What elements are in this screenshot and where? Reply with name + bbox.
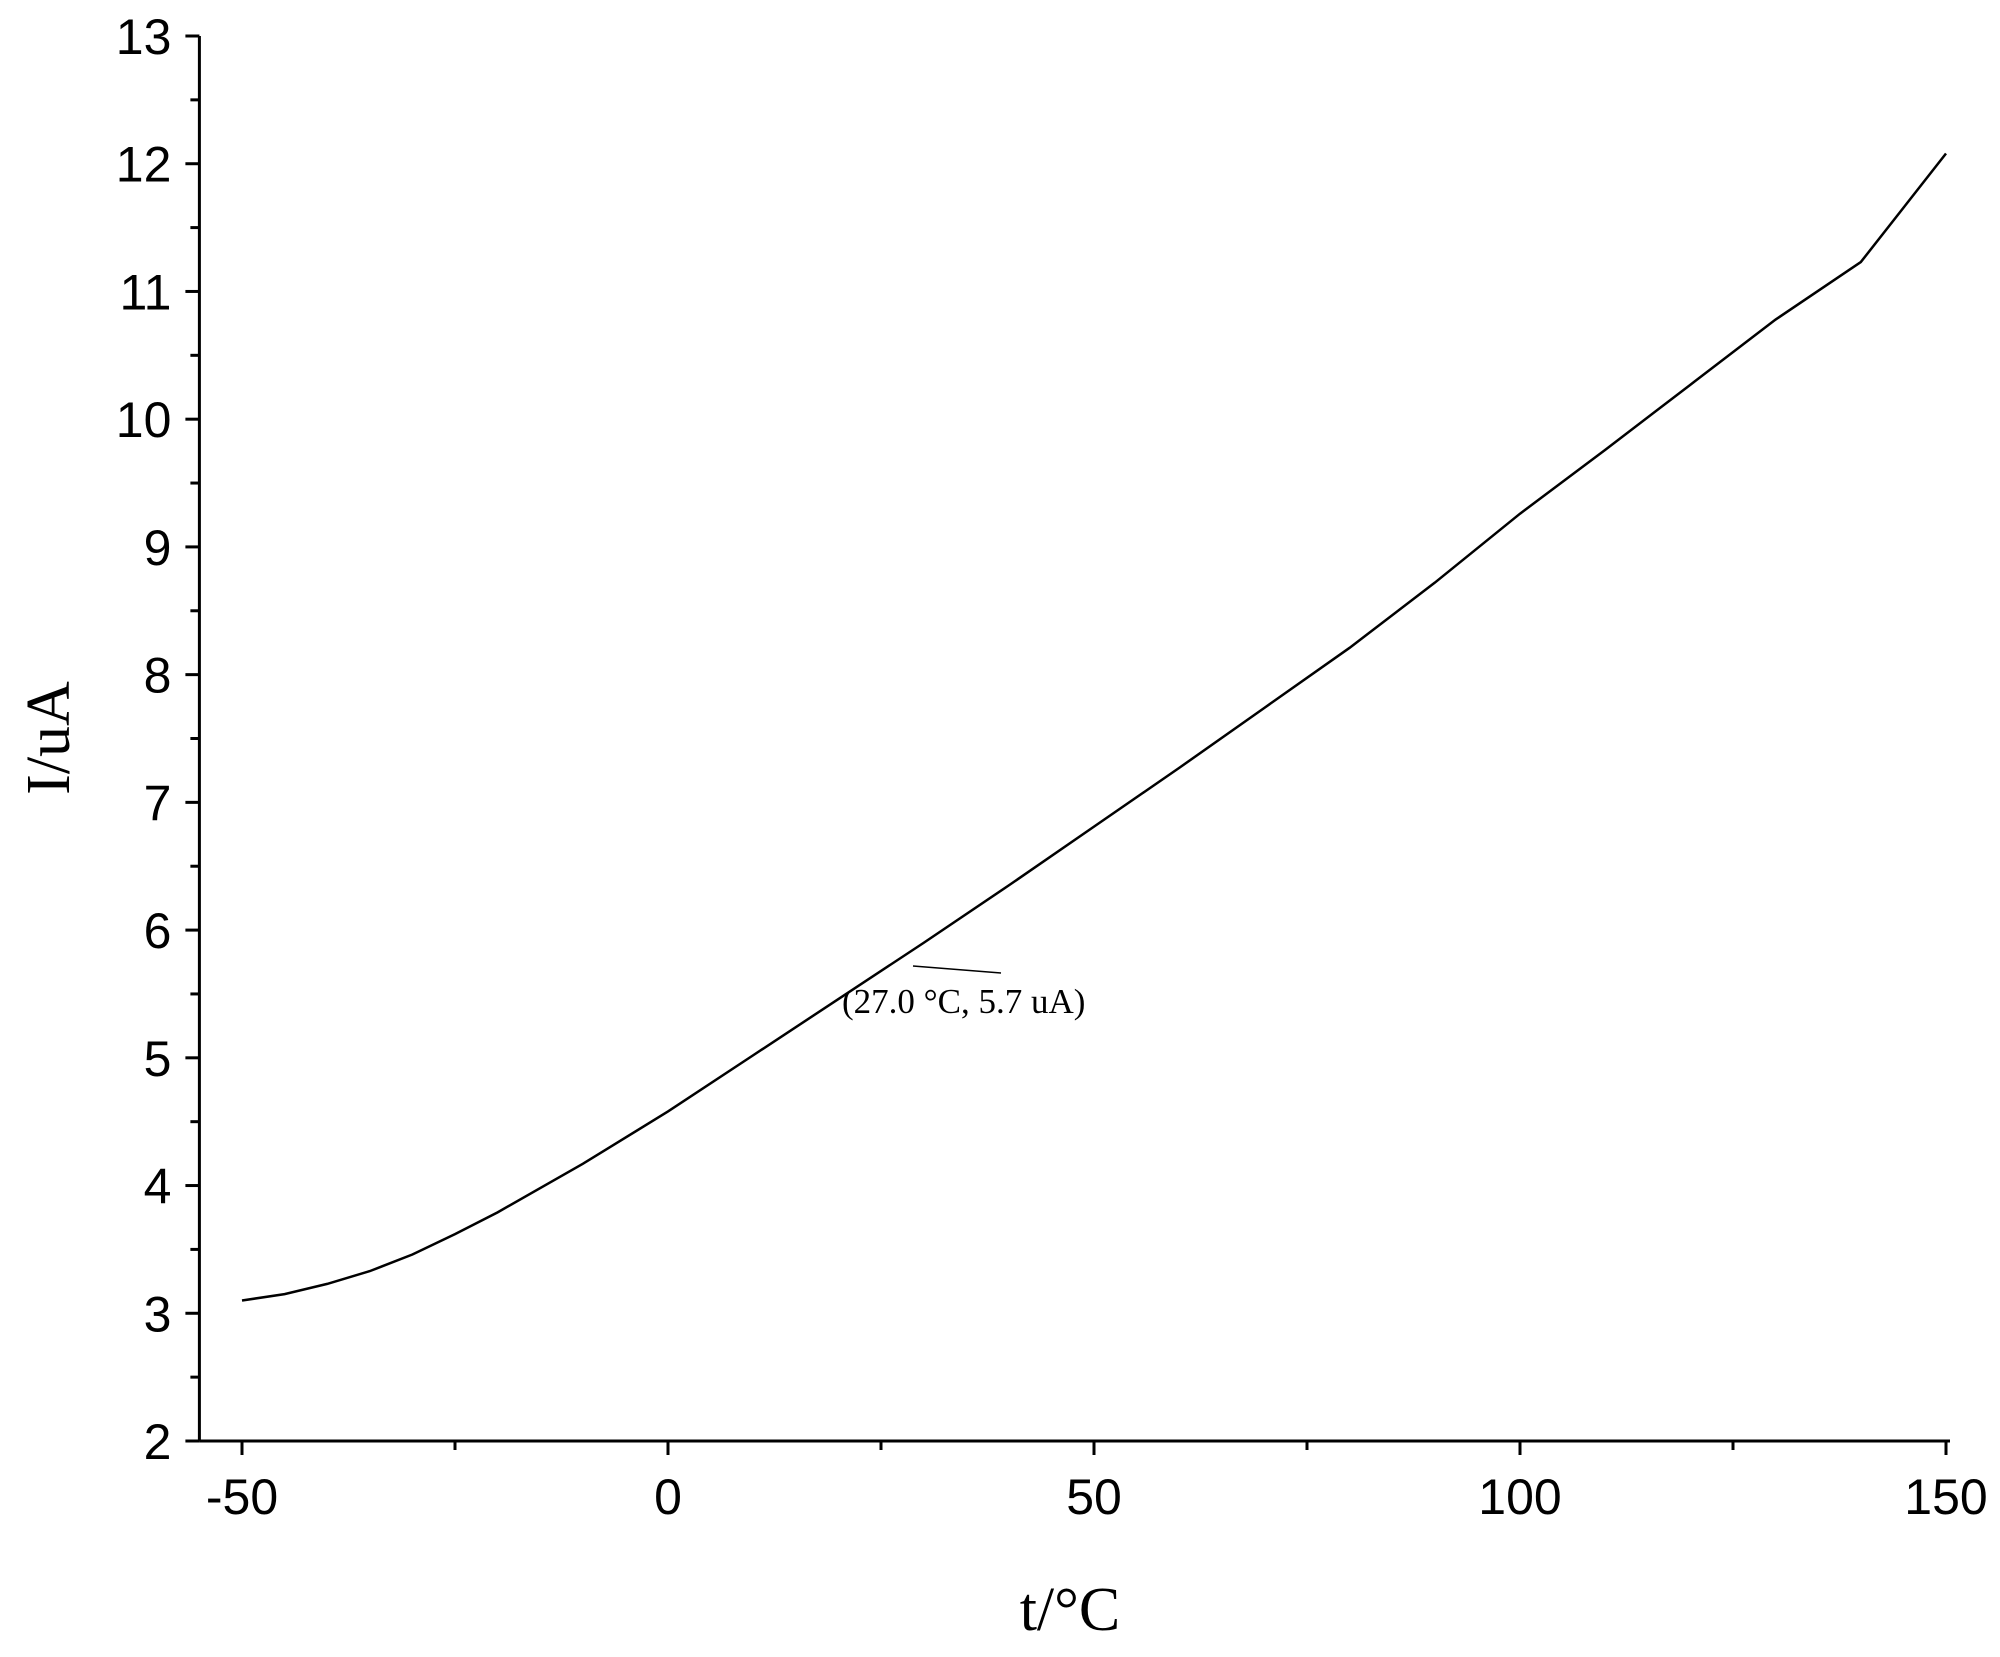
y-tick-label: 11 [119,264,171,320]
x-tick-label: 50 [1066,1469,1122,1525]
x-tick-label: 0 [654,1469,682,1525]
y-tick-label: 13 [116,9,172,65]
x-tick-label: 150 [1904,1469,1987,1525]
x-tick-label: -50 [206,1469,278,1525]
y-axis-title: I/uA [15,681,83,795]
y-tick-label: 2 [144,1414,172,1470]
y-tick-label: 7 [144,775,172,831]
y-tick-label: 4 [144,1159,172,1215]
y-tick-label: 8 [144,648,172,704]
annotation-leader [912,965,1002,974]
x-tick-label: 100 [1478,1469,1561,1525]
x-axis-title: t/°C [1020,1576,1121,1644]
y-tick-label: 12 [116,137,172,193]
y-tick-label: 10 [116,392,172,448]
y-tick-label: 6 [144,903,172,959]
y-tick-label: 9 [144,520,172,576]
data-line [241,152,1947,1302]
y-tick-label: 5 [144,1031,172,1087]
annotation: (27.0 °C, 5.7 uA) [842,982,1085,1021]
y-tick-label: 3 [144,1286,172,1342]
